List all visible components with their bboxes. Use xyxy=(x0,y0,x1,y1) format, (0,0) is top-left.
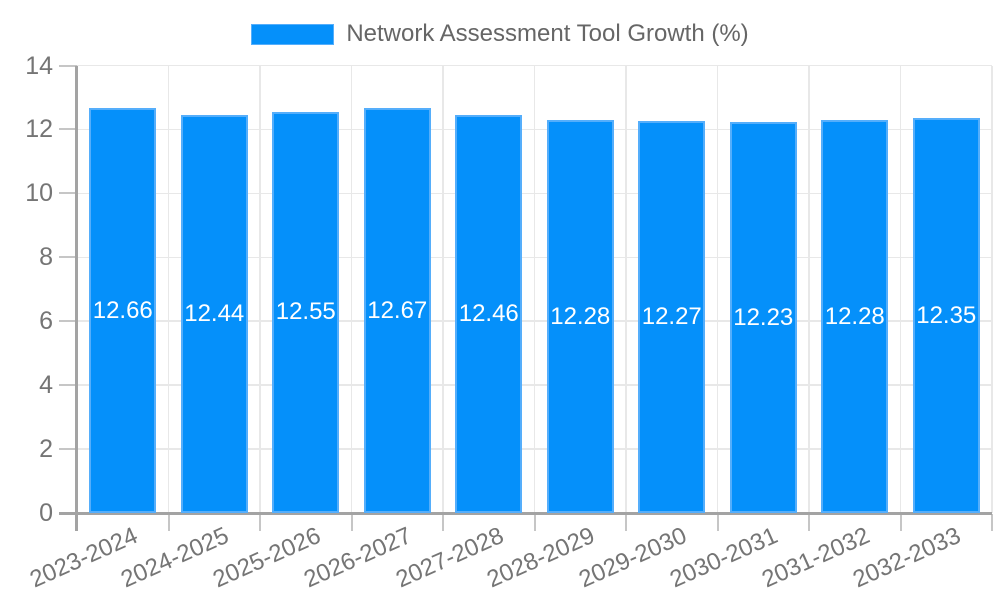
x-grid-line xyxy=(808,65,810,513)
bar-value-label: 12.35 xyxy=(916,301,977,329)
x-grid-line xyxy=(625,65,627,513)
x-tick-mark xyxy=(716,514,719,531)
legend-label: Network Assessment Tool Growth (%) xyxy=(346,20,749,47)
y-tick-label: 4 xyxy=(39,371,53,400)
y-tick-label: 10 xyxy=(25,179,53,208)
y-tick-mark xyxy=(59,128,77,131)
x-tick-mark xyxy=(350,514,353,531)
legend-swatch xyxy=(251,23,335,45)
x-axis-line xyxy=(59,511,992,515)
bar-value-label: 12.55 xyxy=(275,298,336,326)
x-grid-line xyxy=(899,65,902,513)
bar xyxy=(821,120,889,513)
y-tick-mark xyxy=(59,320,77,323)
x-grid-line xyxy=(167,65,170,513)
x-grid-line xyxy=(259,65,261,513)
chart-legend[interactable]: Network Assessment Tool Growth (%) xyxy=(0,20,1000,48)
x-grid-line xyxy=(991,65,993,513)
x-tick-mark xyxy=(167,514,170,531)
x-grid-line xyxy=(350,65,353,513)
bar-value-label: 12.66 xyxy=(92,296,153,324)
bar xyxy=(546,120,614,513)
x-tick-mark xyxy=(259,514,261,531)
bar-value-label: 12.27 xyxy=(641,302,702,330)
bar-value-label: 12.28 xyxy=(824,302,885,330)
y-tick-label: 12 xyxy=(25,115,53,144)
x-grid-line xyxy=(533,65,536,513)
y-tick-mark xyxy=(59,448,77,451)
bar-value-label: 12.44 xyxy=(184,300,245,328)
bar-value-label: 12.46 xyxy=(458,299,519,327)
x-tick-mark xyxy=(533,514,536,531)
y-tick-label: 2 xyxy=(39,435,53,464)
x-grid-line xyxy=(716,65,719,513)
y-tick-mark xyxy=(59,192,77,195)
bar xyxy=(455,114,523,513)
bar xyxy=(272,111,340,513)
bar xyxy=(89,108,157,513)
bar xyxy=(180,115,248,513)
y-tick-mark xyxy=(59,384,77,387)
x-tick-mark xyxy=(991,514,993,531)
bar xyxy=(912,118,980,513)
bar-value-label: 12.67 xyxy=(367,296,428,324)
bar xyxy=(729,122,797,513)
y-tick-label: 8 xyxy=(39,243,53,272)
x-tick-mark xyxy=(808,514,810,531)
y-tick-label: 6 xyxy=(39,307,53,336)
x-tick-mark xyxy=(899,514,902,531)
bar xyxy=(638,120,706,513)
bar-value-label: 12.28 xyxy=(550,302,611,330)
y-tick-label: 14 xyxy=(25,51,53,80)
x-grid-line xyxy=(442,65,444,513)
y-tick-mark xyxy=(59,256,77,259)
y-axis-line xyxy=(75,65,78,531)
x-tick-mark xyxy=(442,514,444,531)
bar-value-label: 12.23 xyxy=(733,303,794,331)
bar xyxy=(363,108,431,513)
x-tick-mark xyxy=(625,514,627,531)
y-tick-mark xyxy=(59,64,77,67)
y-tick-label: 0 xyxy=(39,499,53,527)
